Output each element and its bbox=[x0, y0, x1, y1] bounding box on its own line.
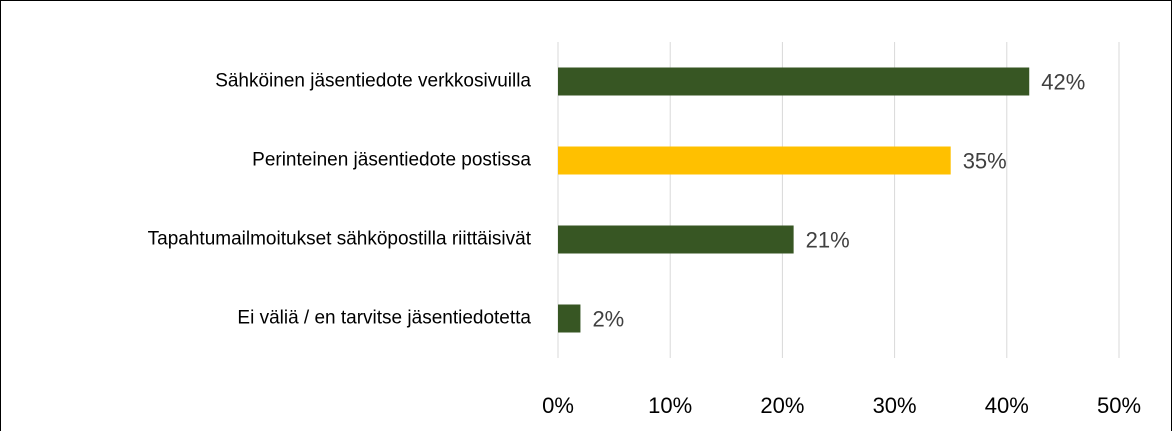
y-tick-label: Perinteinen jäsentiedote postissa bbox=[252, 150, 531, 171]
data-label: 2% bbox=[592, 306, 624, 331]
bar bbox=[558, 225, 794, 254]
x-tick-label: 20% bbox=[760, 393, 804, 418]
x-tick-label: 0% bbox=[542, 393, 574, 418]
data-label: 35% bbox=[963, 148, 1007, 173]
y-tick-label: Ei väliä / en tarvitse jäsentiedotetta bbox=[237, 308, 531, 329]
x-tick-label: 10% bbox=[648, 393, 692, 418]
x-tick-label: 40% bbox=[985, 393, 1029, 418]
data-label: 42% bbox=[1041, 69, 1085, 94]
data-label: 21% bbox=[806, 227, 850, 252]
bar bbox=[558, 304, 581, 333]
x-tick-label: 30% bbox=[873, 393, 917, 418]
bar bbox=[558, 67, 1030, 96]
y-tick-label: Sähköinen jäsentiedote verkkosivuilla bbox=[215, 71, 531, 92]
bar bbox=[558, 146, 951, 175]
y-tick-label: Tapahtumailmoitukset sähköpostilla riitt… bbox=[148, 229, 532, 250]
x-tick-label: 50% bbox=[1097, 393, 1141, 418]
